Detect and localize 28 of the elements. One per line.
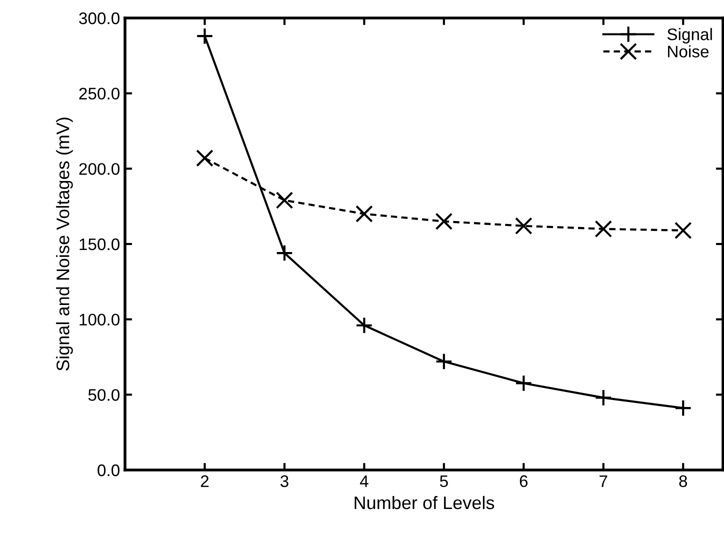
y-tick-label: 0.0 xyxy=(98,464,120,476)
point xyxy=(276,192,294,209)
point xyxy=(435,212,453,230)
x-tick-label: 2 xyxy=(200,475,209,487)
y-tick-label: 150.0 xyxy=(80,238,120,250)
legend-label: Signal xyxy=(667,28,712,44)
y-tick-label: 250.0 xyxy=(79,88,120,100)
y-tick-label: 200.0 xyxy=(79,163,120,175)
x-tick-label: 6 xyxy=(520,475,528,488)
x-axis-title: Number of Levels xyxy=(354,496,494,510)
y-tick-label: 300.0 xyxy=(79,12,120,24)
x-tick-label: 7 xyxy=(600,475,608,487)
legend-label: Noise xyxy=(668,45,709,58)
x-tick-label: 8 xyxy=(679,475,688,488)
y-axis-title: Signal and Noise Voltages (mV) xyxy=(56,118,73,371)
point xyxy=(276,244,294,262)
x-tick-label: 5 xyxy=(440,475,448,488)
point xyxy=(674,222,692,240)
x-tick-label: 3 xyxy=(280,475,288,488)
point xyxy=(674,399,692,417)
point xyxy=(196,149,214,167)
point xyxy=(594,220,612,238)
x-tick-label: 4 xyxy=(360,475,368,487)
y-tick-label: 50.0 xyxy=(88,389,120,401)
point xyxy=(356,205,373,223)
y-tick-label: 100.0 xyxy=(80,314,120,326)
point xyxy=(356,316,373,334)
point xyxy=(514,217,532,235)
